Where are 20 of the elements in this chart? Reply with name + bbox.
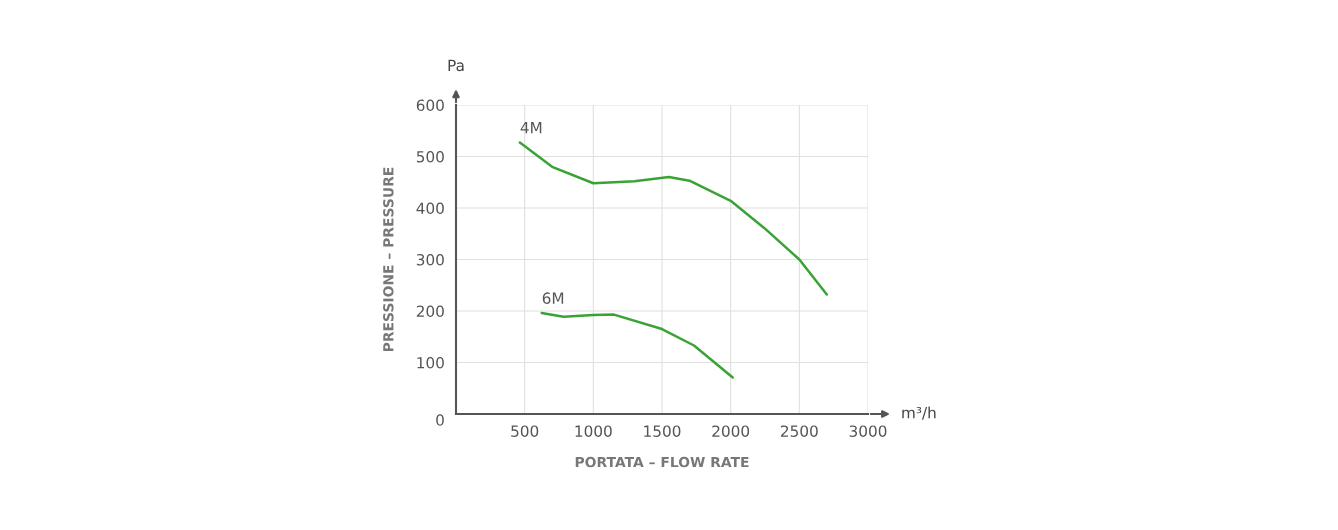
text: m³/h — [902, 406, 936, 420]
y-tick-label: 200 — [416, 305, 444, 318]
x-tick-label: 500 — [511, 425, 539, 437]
series-label: 4M — [520, 122, 542, 134]
x-tick-label: 1000 — [575, 425, 612, 437]
y-tick-label: 600 — [416, 99, 444, 112]
y-tick-label: 300 — [416, 253, 444, 266]
y-tick-label: 400 — [416, 202, 444, 215]
x-tick-label: 3000 — [849, 425, 887, 437]
x-tick-label: 2000 — [712, 425, 750, 437]
x-axis-title: PORTATA – FLOW RATE — [575, 456, 749, 468]
text: Pa — [448, 59, 464, 72]
y-tick-label: 100 — [417, 356, 444, 369]
x-tick-label: 2500 — [781, 425, 818, 437]
y-axis-title: PRESSIONE – PRESSURE — [383, 167, 394, 352]
line-series — [540, 311, 734, 379]
y-tick-label: 500 — [416, 150, 444, 163]
y-tick-label: 0 — [436, 414, 444, 426]
x-tick-label: 1500 — [644, 425, 681, 437]
series-label: 6M — [542, 292, 564, 304]
